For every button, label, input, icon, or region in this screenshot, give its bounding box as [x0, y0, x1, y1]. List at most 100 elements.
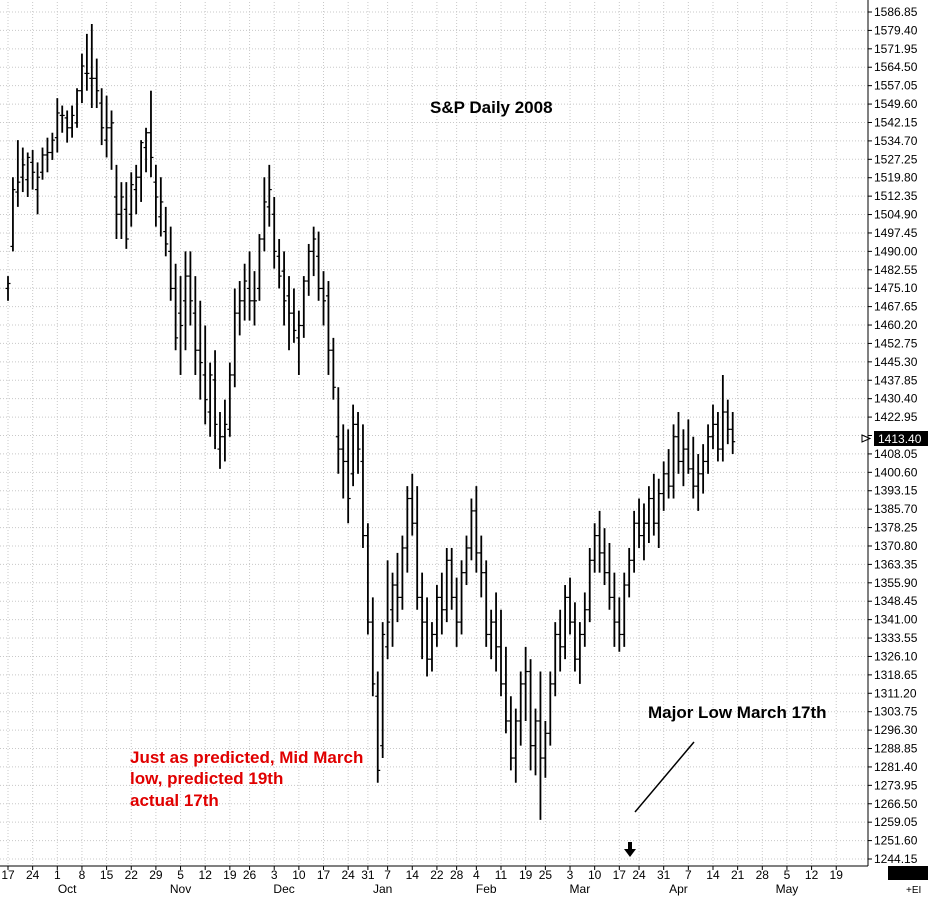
x-tick-label: 17 — [317, 868, 331, 882]
ohlc-bar — [5, 276, 11, 301]
ohlc-bar — [35, 162, 41, 215]
ohlc-bar — [498, 609, 504, 697]
ohlc-bar — [64, 110, 70, 143]
ohlc-bar — [503, 646, 509, 734]
y-tick-label: 1273.95 — [874, 778, 918, 792]
x-tick-label: 24 — [632, 868, 646, 882]
x-tick-label: 24 — [341, 868, 355, 882]
ohlc-bar — [537, 671, 543, 820]
y-tick-label: 1288.85 — [874, 742, 918, 756]
ohlc-bar — [311, 226, 317, 277]
ohlc-bar — [616, 597, 622, 652]
y-tick-label: 1430.40 — [874, 392, 918, 406]
ohlc-bar — [217, 412, 223, 469]
y-tick-label: 1318.65 — [874, 668, 918, 682]
footer-area: +EI — [888, 866, 928, 896]
y-tick-label: 1281.40 — [874, 760, 918, 774]
y-tick-label: 1482.55 — [874, 263, 918, 277]
x-tick-label: 25 — [539, 868, 553, 882]
y-tick-label: 1564.50 — [874, 60, 918, 74]
ohlc-bar — [133, 164, 139, 215]
x-tick-label: 12 — [199, 868, 213, 882]
ohlc-bar — [429, 622, 435, 672]
ohlc-bar — [345, 429, 351, 524]
ohlc-bar — [40, 147, 46, 180]
x-tick-label: 5 — [177, 868, 184, 882]
y-tick-label: 1490.00 — [874, 244, 918, 258]
ohlc-bar — [631, 510, 637, 573]
ohlc-bar — [513, 708, 519, 783]
x-tick-label: 1 — [54, 868, 61, 882]
x-tick-label: 14 — [706, 868, 720, 882]
ohlc-bar — [306, 243, 312, 296]
y-tick-label: 1579.40 — [874, 23, 918, 37]
last-price-label: 1413.40 — [878, 432, 922, 446]
y-tick-label: 1385.70 — [874, 502, 918, 516]
x-tick-label: 28 — [450, 868, 464, 882]
down-arrow-icon — [624, 842, 636, 857]
ohlc-bar — [276, 239, 282, 289]
y-tick-label: 1527.25 — [874, 152, 918, 166]
ohlc-bar — [434, 585, 440, 647]
ohlc-bar — [449, 547, 455, 610]
month-label: Feb — [476, 882, 497, 896]
ohlc-bar — [582, 592, 588, 647]
ohlc-bar — [518, 671, 524, 746]
ohlc-bar — [109, 110, 115, 170]
month-label: May — [776, 882, 799, 896]
ohlc-bar — [321, 271, 327, 326]
annotation-prediction-line-2: low, predicted 19th — [130, 769, 283, 788]
y-tick-label: 1363.35 — [874, 557, 918, 571]
ohlc-bar — [528, 659, 534, 771]
y-tick-label: 1452.75 — [874, 336, 918, 350]
month-label: Apr — [669, 882, 688, 896]
x-tick-label: 22 — [430, 868, 444, 882]
scroll-block[interactable] — [888, 866, 928, 880]
ohlc-bar — [207, 362, 213, 437]
x-tick-label: 22 — [125, 868, 139, 882]
ohlc-bar — [478, 535, 484, 598]
x-tick-label: 3 — [271, 868, 278, 882]
ohlc-bar — [128, 172, 134, 227]
ohlc-bar — [459, 560, 465, 635]
ohlc-bar — [138, 140, 144, 202]
ohlc-bar — [606, 543, 612, 610]
x-tick-label: 4 — [473, 868, 480, 882]
y-tick-label: 1341.00 — [874, 613, 918, 627]
ohlc-bar — [690, 436, 696, 499]
ohlc-bar — [123, 182, 129, 249]
ohlc-bar — [508, 696, 514, 771]
ohlc-bar — [626, 547, 632, 598]
y-tick-label: 1519.80 — [874, 171, 918, 185]
y-tick-label: 1400.60 — [874, 465, 918, 479]
ohlc-bar — [399, 535, 405, 610]
annotation-pointer-line — [634, 741, 695, 813]
ohlc-bar — [567, 577, 573, 635]
ohlc-bar — [242, 263, 248, 321]
ohlc-bar — [685, 419, 691, 474]
x-tick-label: 19 — [830, 868, 844, 882]
y-tick-label: 1296.30 — [874, 723, 918, 737]
last-price-arrow-icon — [861, 434, 872, 443]
ohlc-bar — [182, 251, 188, 351]
ohlc-bar — [390, 572, 396, 647]
y-tick-label: 1497.45 — [874, 226, 918, 240]
ohlc-bar — [385, 560, 391, 660]
x-tick-label: 7 — [384, 868, 391, 882]
ohlc-bar — [720, 374, 726, 462]
y-tick-label: 1244.15 — [874, 852, 918, 866]
ohlc-bar — [118, 182, 124, 240]
ohlc-bar — [202, 325, 208, 425]
ohlc-bar — [168, 226, 174, 301]
y-tick-label: 1475.10 — [874, 281, 918, 295]
ohlc-bar — [335, 387, 341, 474]
ohlc-bar — [656, 478, 662, 548]
ohlc-bar — [256, 234, 262, 301]
ohlc-bar — [69, 105, 75, 138]
x-tick-label: 10 — [292, 868, 306, 882]
ohlc-bar — [99, 88, 105, 146]
ohlc-bar — [148, 90, 154, 178]
ohlc-bar — [261, 177, 267, 252]
ohlc-bar — [178, 276, 184, 375]
y-tick-label: 1378.25 — [874, 521, 918, 535]
